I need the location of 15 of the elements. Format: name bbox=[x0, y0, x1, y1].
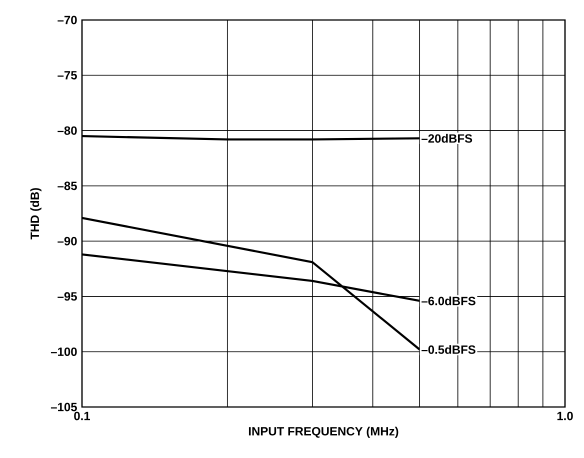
series-label: –0.5dBFS bbox=[422, 345, 476, 354]
y-tick-label: –70 bbox=[58, 16, 77, 24]
y-tick-label: –95 bbox=[58, 292, 77, 301]
series-label: –20dBFS bbox=[422, 134, 472, 143]
series-label: –6.0dBFS bbox=[422, 296, 476, 306]
y-axis-title: THD (dB) bbox=[30, 188, 42, 240]
x-tick-label: 0.1 bbox=[74, 412, 90, 420]
y-tick-label: –80 bbox=[58, 126, 77, 135]
y-tick-label: –75 bbox=[58, 71, 77, 80]
x-tick-label: 1.0 bbox=[557, 412, 573, 420]
y-tick-label: –85 bbox=[58, 182, 77, 190]
y-tick-label: –105 bbox=[50, 402, 77, 412]
y-tick-label: –100 bbox=[50, 347, 77, 356]
y-tick-label: –90 bbox=[58, 236, 77, 246]
x-axis-title: INPUT FREQUENCY (MHz) bbox=[248, 426, 398, 438]
